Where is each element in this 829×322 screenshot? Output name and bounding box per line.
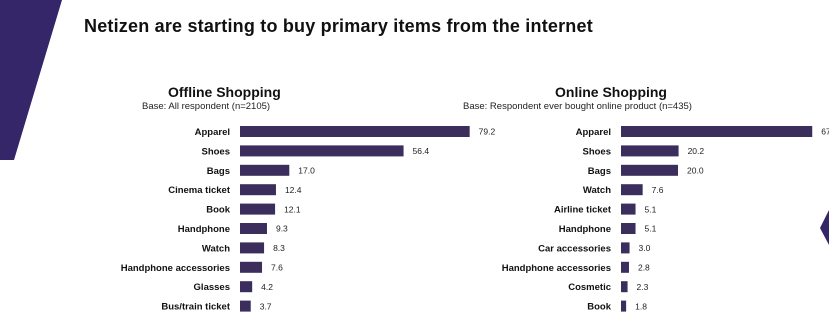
value-label: 9.3	[276, 224, 288, 234]
category-label: Watch	[583, 185, 611, 196]
bar	[621, 164, 678, 176]
category-label: Book	[206, 205, 230, 216]
value-label: 5.1	[645, 224, 657, 234]
category-label: Shoes	[201, 146, 230, 157]
category-label: Bags	[588, 166, 611, 177]
bar	[621, 184, 643, 196]
value-label: 7.6	[652, 185, 664, 195]
bar	[240, 223, 267, 234]
bar	[240, 281, 253, 293]
category-label: Book	[587, 302, 611, 313]
value-label: 56.4	[413, 146, 430, 156]
bar	[621, 145, 679, 157]
category-label: Car accessories	[538, 243, 611, 254]
value-label: 17.0	[298, 166, 315, 176]
value-label: 79.2	[479, 127, 496, 137]
category-label: Cosmetic	[568, 282, 611, 293]
category-label: Airline ticket	[554, 205, 612, 216]
value-label: 5.1	[645, 204, 657, 214]
bar	[240, 126, 470, 137]
slide-title: Netizen are starting to buy primary item…	[84, 16, 593, 36]
category-label: Cinema ticket	[168, 185, 231, 196]
value-label: 4.2	[261, 282, 273, 292]
bar	[240, 203, 276, 215]
bar	[621, 261, 629, 273]
offline-bar-chart: Apparel 79.2 Shoes 56.4 Bags 17.0 Cinema ticke…	[121, 126, 495, 313]
bar	[240, 261, 263, 273]
value-label: 1.8	[635, 301, 647, 311]
bar	[621, 126, 813, 137]
value-label: 2.3	[637, 282, 649, 292]
value-label: 20.2	[688, 146, 705, 156]
bar	[621, 281, 628, 293]
bar	[240, 145, 404, 157]
bar	[240, 164, 290, 176]
category-label: Apparel	[576, 127, 611, 138]
value-label: 67.1	[821, 127, 829, 137]
value-label: 3.7	[260, 301, 272, 311]
online-chart-subtitle: Base: Respondent ever bought online prod…	[463, 101, 692, 112]
value-label: 2.8	[638, 263, 650, 273]
bar	[621, 300, 627, 312]
bar	[621, 223, 636, 234]
value-label: 12.1	[284, 204, 301, 214]
category-label: Glasses	[194, 282, 230, 293]
online-bar-chart: Apparel 67.1 Shoes 20.2 Bags 20.0 Watch 7.6 Airl…	[502, 126, 829, 313]
value-label: 3.0	[639, 243, 651, 253]
bar	[621, 203, 636, 215]
bar	[240, 242, 265, 254]
offline-chart-panel: Offline Shopping Base: All respondent (n…	[72, 84, 496, 320]
offline-chart-title: Offline Shopping	[168, 84, 281, 100]
category-label: Handphone	[178, 224, 230, 235]
category-label: Handphone accessories	[502, 263, 611, 274]
bar	[621, 242, 630, 254]
category-label: Handphone accessories	[121, 263, 230, 274]
bar	[240, 300, 251, 312]
category-label: Bus/train ticket	[161, 302, 230, 313]
online-chart-title: Online Shopping	[555, 84, 667, 100]
category-label: Bags	[207, 166, 230, 177]
category-label: Apparel	[195, 127, 230, 138]
online-chart-panel: Online Shopping Base: Respondent ever bo…	[455, 84, 829, 320]
value-label: 12.4	[285, 185, 302, 195]
category-label: Watch	[202, 243, 230, 254]
offline-chart-subtitle: Base: All respondent (n=2105)	[142, 101, 271, 112]
value-label: 7.6	[271, 263, 283, 273]
category-label: Handphone	[559, 224, 611, 235]
category-label: Shoes	[582, 146, 611, 157]
value-label: 20.0	[687, 166, 704, 176]
value-label: 8.3	[273, 243, 285, 253]
bar	[240, 184, 276, 196]
